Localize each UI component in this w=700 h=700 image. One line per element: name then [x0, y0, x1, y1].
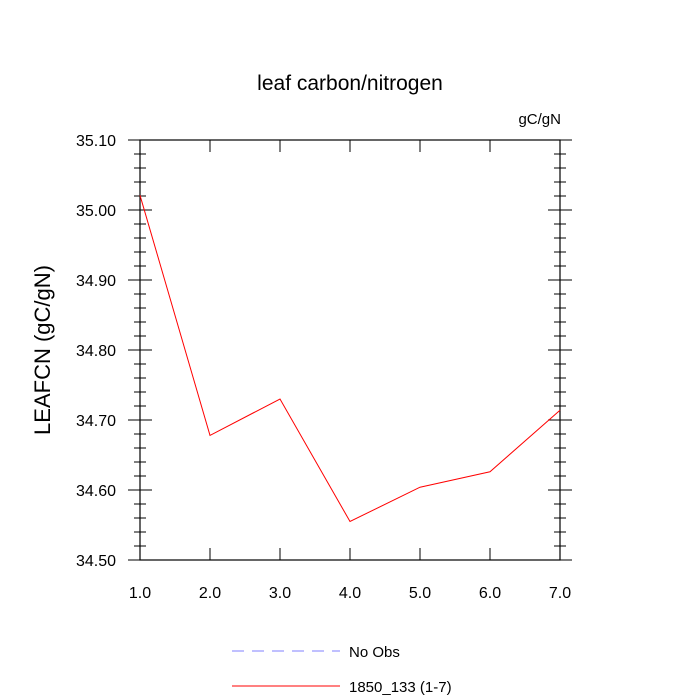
- legend-label-0: No Obs: [349, 644, 400, 661]
- x-tick-label: 4.0: [339, 585, 361, 602]
- legend: No Obs 1850_133 (1-7): [232, 644, 452, 696]
- x-tick-label: 3.0: [269, 585, 291, 602]
- x-tick-label: 6.0: [479, 585, 501, 602]
- x-tick-label: 2.0: [199, 585, 221, 602]
- x-tick-label: 5.0: [409, 585, 431, 602]
- y-tick-label: 34.70: [76, 413, 116, 430]
- x-tick-label: 1.0: [129, 585, 151, 602]
- chart-title: leaf carbon/nitrogen: [257, 72, 443, 95]
- series-lines: [139, 195, 561, 523]
- y-tick-label: 34.80: [76, 343, 116, 360]
- axis-ticks: [128, 139, 572, 561]
- tick-labels: 1.0 2.0 3.0 4.0 5.0 6.0 7.0 34.50 34.60 34.70 34.8…: [76, 133, 571, 602]
- y-tick-label: 35.10: [76, 133, 116, 150]
- y-tick-label: 34.60: [76, 483, 116, 500]
- y-tick-label: 35.00: [76, 203, 116, 220]
- series-line-0: [139, 195, 561, 523]
- y-tick-label: 34.90: [76, 273, 116, 290]
- legend-label-1: 1850_133 (1-7): [349, 679, 452, 696]
- units-label: gC/gN: [518, 111, 561, 128]
- plot-frame: [139, 139, 561, 561]
- y-tick-label: 34.50: [76, 553, 116, 570]
- x-tick-label: 7.0: [549, 585, 571, 602]
- y-axis-label: LEAFCN (gC/gN): [30, 265, 55, 435]
